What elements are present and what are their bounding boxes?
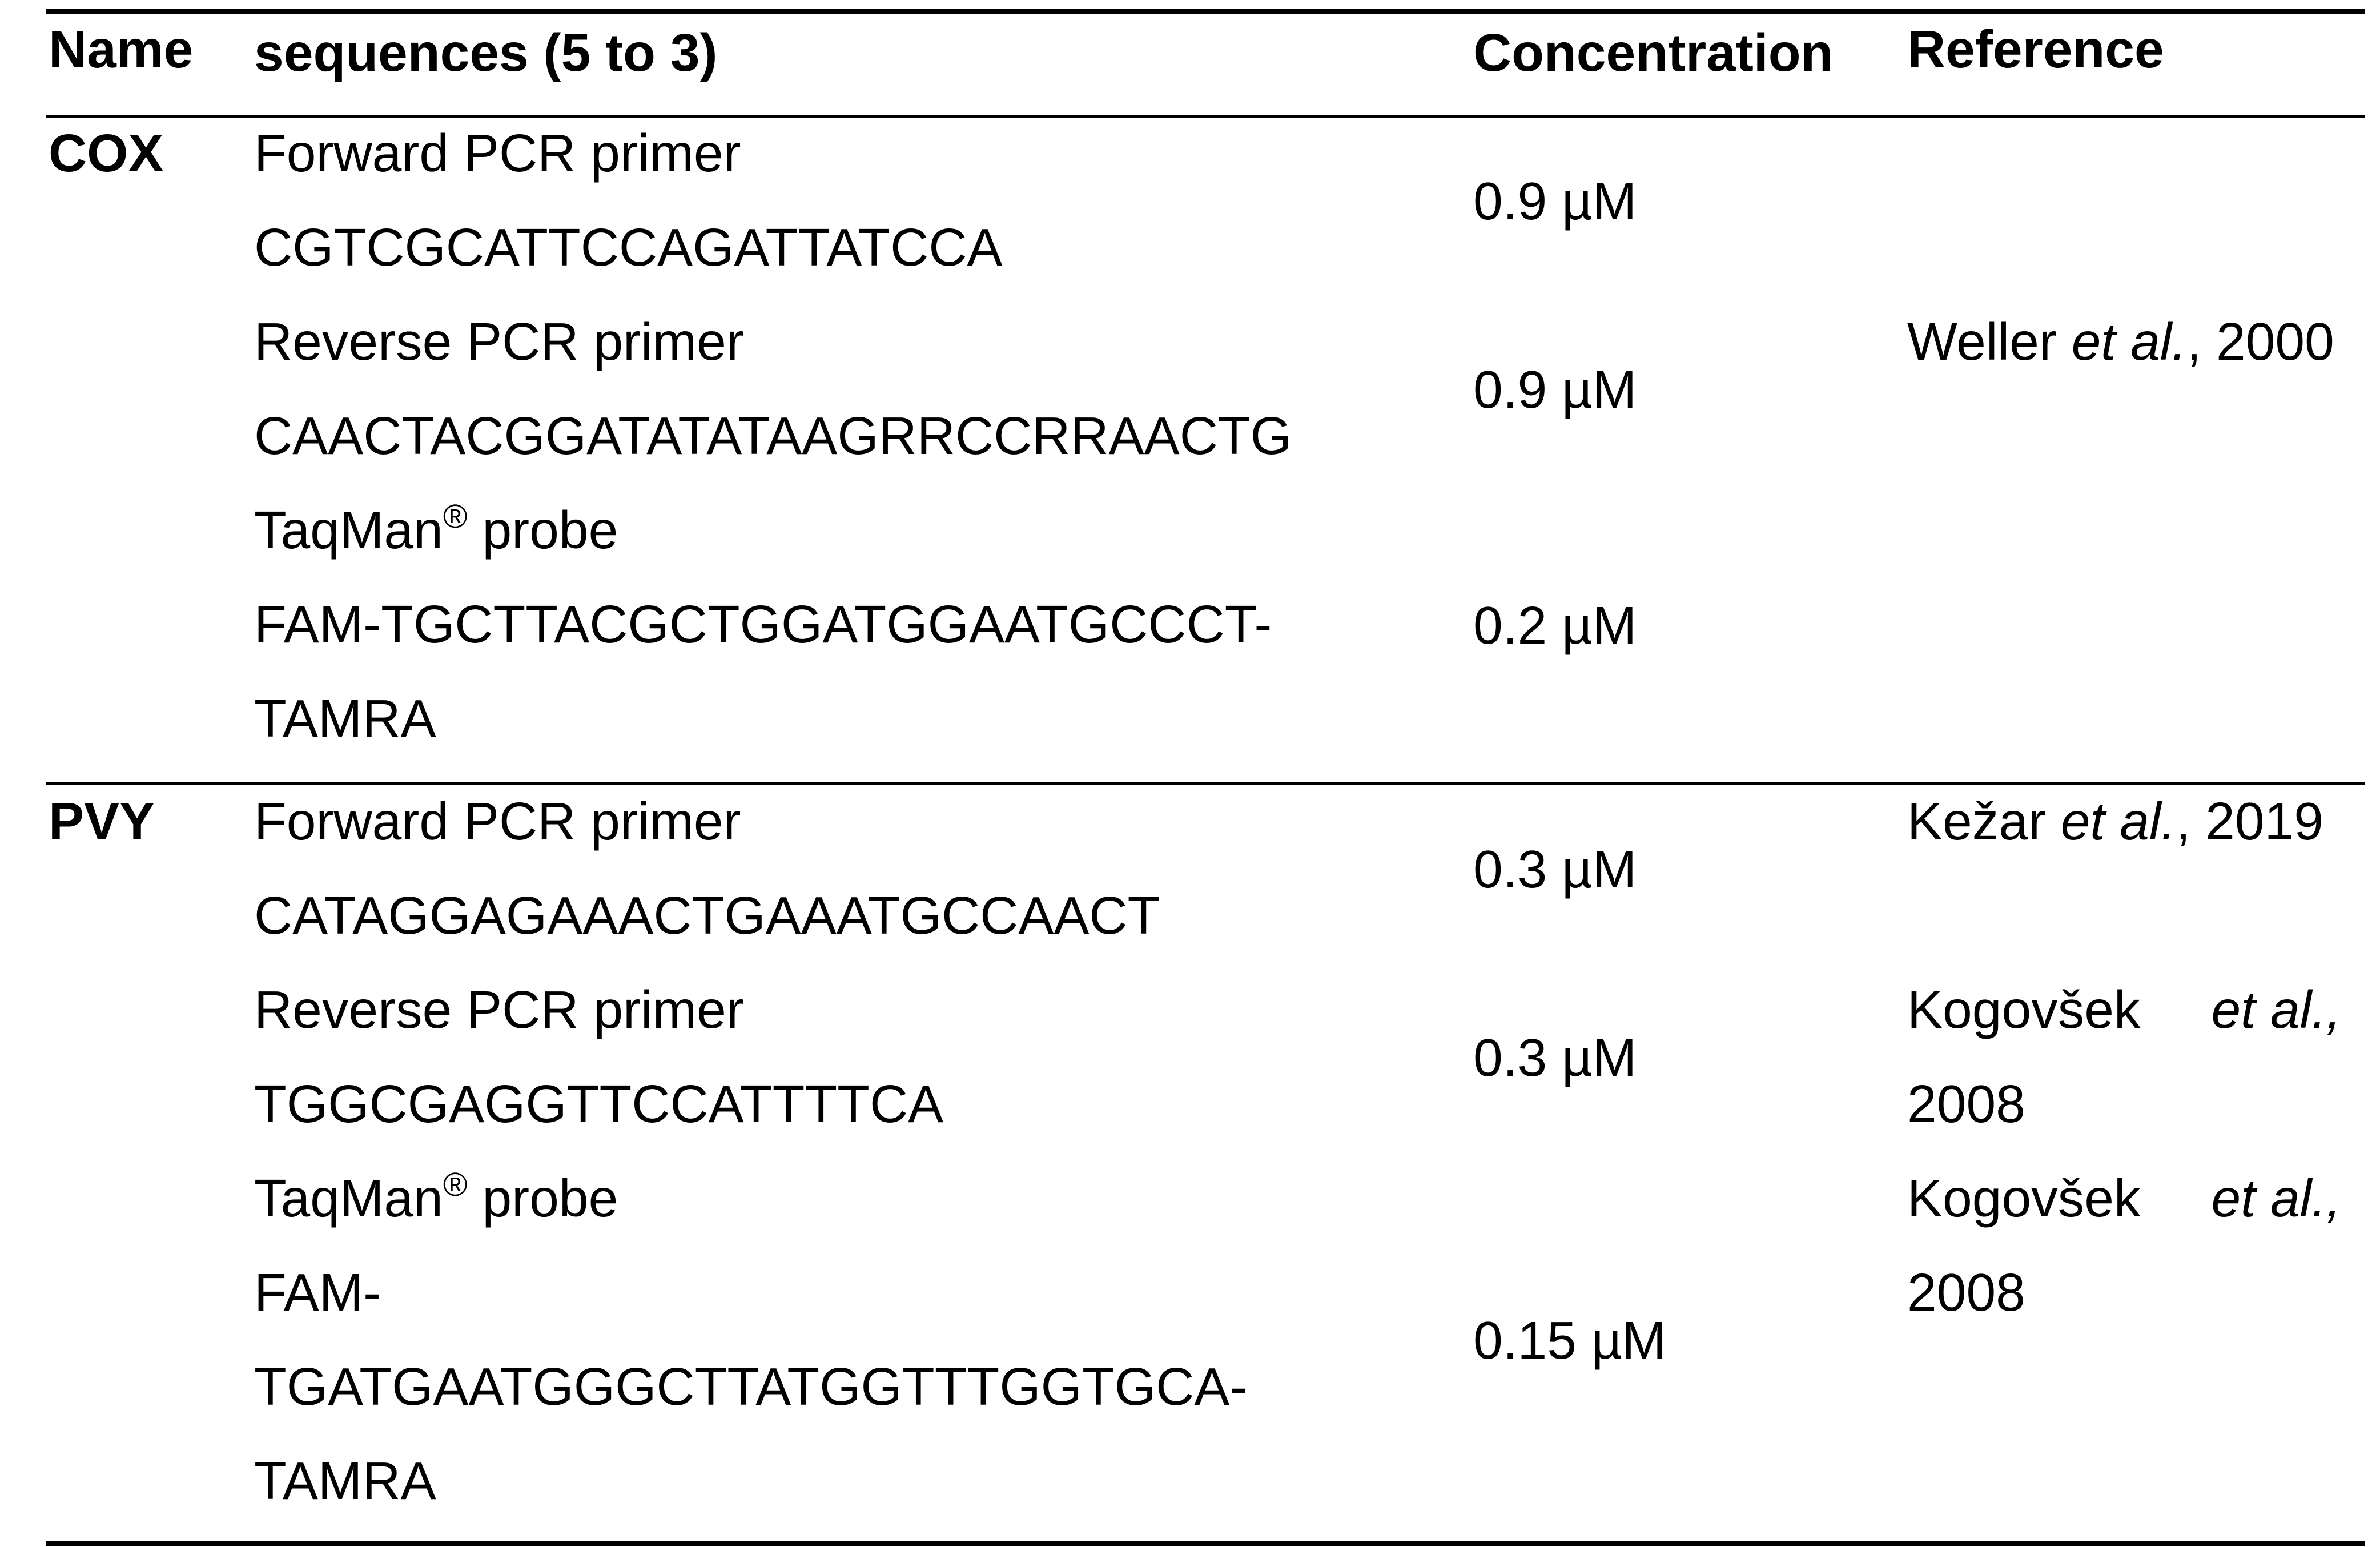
probe-text: probe	[467, 1168, 618, 1228]
cox-reverse-sequence: CAACTACGGATATATAAGRRCCRRAACTG	[254, 406, 1292, 465]
reference-year: , 2019	[2176, 791, 2323, 851]
taqman-text: TaqMan	[254, 1168, 443, 1228]
cox-probe-sequence: FAM-TGCTTACGCTGGATGGAATGCCCT-	[254, 594, 1272, 654]
registered-mark: ®	[443, 1166, 468, 1203]
reference-author: Kežar	[1907, 791, 2061, 851]
header-name: Name	[49, 19, 194, 79]
reference-etal: et al.,	[2211, 1168, 2341, 1228]
cox-forward-sequence: CGTCGCATTCCAGATTATCCA	[254, 218, 1003, 277]
table-top-rule	[46, 9, 2365, 14]
pvy-reverse-concentration: 0.3 µM	[1473, 1028, 1637, 1087]
cox-reverse-concentration: 0.9 µM	[1473, 360, 1637, 419]
pvy-probe-sequence-cont: TGATGAATGGGCTTATGGTTTGGTGCA-	[254, 1357, 1248, 1416]
reference-author: Kogovšek	[1907, 1168, 2141, 1228]
header-reference: Reference	[1907, 19, 2164, 79]
header-sequences: sequences (5 to 3)	[254, 23, 718, 82]
pvy-reference-probe: Kogovšek et al.,	[1907, 1170, 2341, 1227]
reference-etal: et al.	[2060, 791, 2176, 851]
probe-text: probe	[467, 500, 618, 560]
pvy-reference-probe-year: 2008	[1907, 1263, 2025, 1322]
pvy-reverse-sequence: TGGCGAGGTTCCATTTTCA	[254, 1074, 944, 1134]
cox-forward-concentration: 0.9 µM	[1473, 171, 1637, 231]
cox-reverse-label: Reverse PCR primer	[254, 312, 744, 371]
row-name-cox: COX	[49, 123, 164, 183]
pvy-probe-sequence-end: TAMRA	[254, 1451, 436, 1510]
reference-author: Weller	[1907, 312, 2072, 371]
header-concentration: Concentration	[1473, 23, 1834, 82]
pvy-probe-sequence: FAM-	[254, 1263, 381, 1322]
pvy-forward-label: Forward PCR primer	[254, 791, 741, 851]
reference-etal: et al.,	[2211, 980, 2341, 1039]
registered-mark: ®	[443, 498, 468, 535]
cox-forward-label: Forward PCR primer	[254, 123, 741, 183]
cox-probe-concentration: 0.2 µM	[1473, 596, 1637, 655]
reference-year: , 2000	[2186, 312, 2334, 371]
pvy-reverse-label: Reverse PCR primer	[254, 980, 744, 1039]
cox-probe-label: TaqMan® probe	[254, 498, 618, 560]
cox-probe-sequence-cont: TAMRA	[254, 689, 436, 748]
reference-etal: et al.	[2071, 312, 2187, 371]
pvy-forward-sequence: CATAGGAGAAACTGAAATGCCAACT	[254, 886, 1160, 945]
reference-author: Kogovšek	[1907, 980, 2141, 1039]
row-name-pvy: PVY	[49, 791, 155, 851]
header-bottom-rule	[46, 115, 2365, 118]
table-bottom-rule	[46, 1541, 2365, 1546]
row-divider-rule	[46, 782, 2365, 785]
pvy-probe-label: TaqMan® probe	[254, 1168, 618, 1228]
taqman-text: TaqMan	[254, 500, 443, 560]
cox-reference: Weller et al., 2000	[1907, 313, 2334, 370]
pvy-forward-concentration: 0.3 µM	[1473, 839, 1637, 899]
pvy-reference-reverse-year: 2008	[1907, 1074, 2025, 1134]
pvy-reference-forward: Kežar et al., 2019	[1907, 793, 2323, 850]
pvy-reference-reverse: Kogovšek et al.,	[1907, 981, 2341, 1038]
pvy-probe-concentration: 0.15 µM	[1473, 1311, 1666, 1370]
